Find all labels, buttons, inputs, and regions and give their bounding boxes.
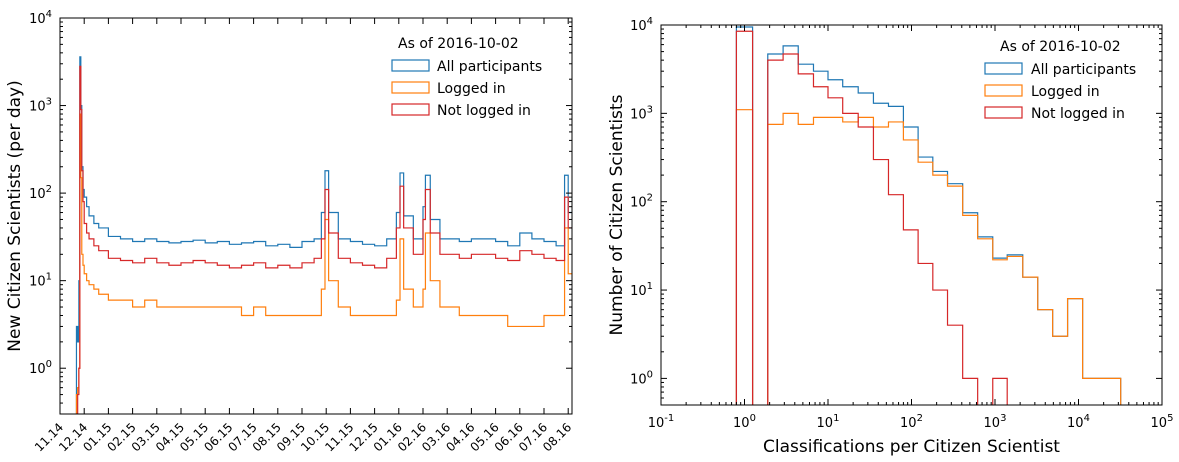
y-tick-label: 100	[630, 369, 653, 387]
left-plot-frame	[59, 17, 573, 415]
legend-label: Logged in	[1031, 84, 1100, 100]
y-tick-label: 103	[630, 104, 653, 122]
y-tick-label: 102	[630, 193, 653, 211]
legend-label: Not logged in	[437, 103, 531, 119]
y-axis-label: Number of Citizen Scientists	[607, 94, 627, 335]
right-panel-histogram: 10-1 100 101 102 103 104 105 100 101 102 103 104 Cla…	[607, 16, 1173, 457]
legend-swatch	[391, 81, 430, 94]
series-line-logged-in	[75, 113, 572, 414]
legend-title: As of 2016-10-02	[1000, 39, 1121, 55]
legend-swatch	[984, 106, 1023, 119]
x-tick-label: 103	[984, 413, 1007, 431]
x-tick-label: 105	[1151, 413, 1174, 431]
x-tick-label: 10-1	[648, 413, 675, 431]
series-line-not-logged-in	[76, 65, 572, 414]
legend-label: All participants	[437, 59, 542, 75]
x-tick-label: 102	[900, 413, 923, 431]
left-series-group	[75, 56, 572, 414]
y-tick-label: 101	[630, 281, 653, 299]
y-tick-label: 104	[29, 9, 52, 27]
legend-swatch	[984, 62, 1023, 75]
y-tick-label: 102	[29, 184, 52, 202]
legend-swatch	[391, 59, 430, 72]
x-tick-label: 104	[1067, 413, 1090, 431]
legend-swatch	[391, 103, 430, 116]
y-tick-label: 104	[630, 16, 653, 34]
legend-label: Logged in	[437, 81, 506, 97]
series-histogram-logged-in	[735, 109, 1122, 405]
right-series-group	[735, 26, 1122, 405]
x-axis-label: Classifications per Citizen Scientist	[763, 437, 1060, 457]
x-tick-label: 101	[817, 413, 840, 431]
x-tick-label: 100	[733, 413, 756, 431]
left-panel-daily-new: 10010110210310411.1412.1401.1502.1503.15…	[5, 9, 574, 454]
y-tick-label: 100	[29, 359, 52, 377]
y-axis-label: New Citizen Scientists (per day)	[5, 80, 25, 351]
series-line-all-participants	[75, 56, 572, 414]
legend-label: All participants	[1031, 62, 1136, 78]
legend-swatch	[984, 84, 1023, 97]
legend-label: Not logged in	[1031, 106, 1125, 122]
y-tick-label: 101	[29, 272, 52, 290]
legend-title: As of 2016-10-02	[398, 36, 519, 52]
series-histogram-not-logged-in	[735, 30, 1008, 405]
y-tick-label: 103	[29, 97, 52, 115]
